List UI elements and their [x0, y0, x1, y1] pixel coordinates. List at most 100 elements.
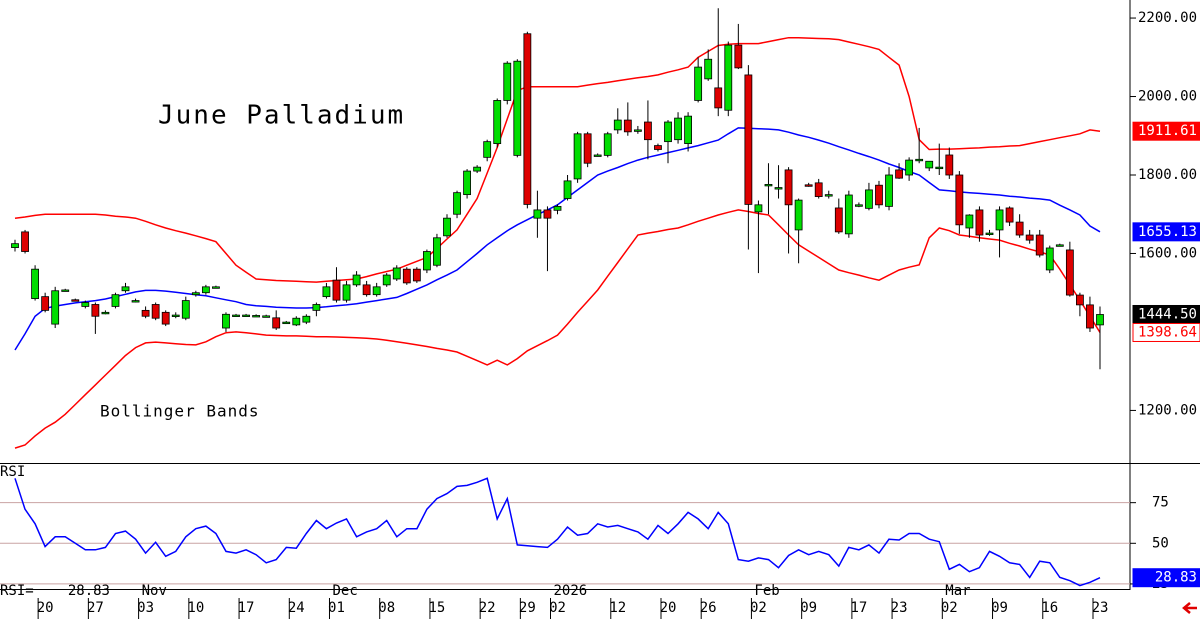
- candle-body: [453, 192, 461, 215]
- candle-body: [141, 309, 150, 317]
- candle-body: [875, 184, 883, 206]
- candle-body: [935, 166, 944, 170]
- candle-body: [513, 60, 522, 156]
- candle-body: [463, 170, 471, 196]
- candle-body: [91, 304, 100, 317]
- candle-body: [975, 209, 984, 236]
- candle-body: [372, 286, 381, 296]
- y-tick-label: 2200.00: [1138, 10, 1197, 26]
- last-close-text: 1444.50: [1138, 306, 1197, 322]
- candle-body: [71, 299, 80, 302]
- candle-body: [1035, 234, 1044, 256]
- candle-body: [483, 141, 492, 158]
- candle-body: [583, 133, 592, 164]
- candle-body: [302, 315, 311, 323]
- candle-body: [644, 121, 652, 141]
- x-tick-label: 10: [187, 600, 204, 616]
- candle-body: [191, 292, 200, 296]
- upper-band-value-text: 1911.61: [1138, 123, 1197, 139]
- candle-body: [613, 119, 622, 131]
- candle-body: [774, 187, 783, 190]
- y-tick-label: 1800.00: [1138, 167, 1197, 183]
- candle-body: [633, 129, 642, 132]
- x-tick-label: 26: [700, 600, 717, 616]
- candle-body: [915, 158, 924, 162]
- candle-body: [714, 87, 723, 109]
- candle-body: [332, 279, 341, 301]
- candle-body: [1086, 304, 1094, 329]
- candle-body: [422, 251, 431, 271]
- x-tick-label: 02: [549, 600, 566, 616]
- scroll-arrow[interactable]: [1182, 602, 1197, 614]
- middle-band-value-box: [1132, 222, 1200, 242]
- x-tick-label: 08: [378, 600, 395, 616]
- candle-body: [573, 133, 582, 180]
- candle-body: [21, 231, 29, 252]
- candle-body: [734, 44, 743, 69]
- candle-body: [543, 209, 552, 219]
- lower-band-value-box: [1132, 322, 1200, 342]
- candle-body: [704, 58, 713, 80]
- x-tick-label: 20: [660, 600, 677, 616]
- candle-body: [654, 145, 662, 150]
- rsi-line: [14, 477, 1101, 587]
- candle-body: [895, 169, 903, 179]
- x-tick-label: 09: [991, 600, 1008, 616]
- x-tick-label: 17: [850, 600, 867, 616]
- candle-body: [232, 314, 240, 317]
- candle-body: [412, 268, 421, 282]
- candle-body: [593, 154, 602, 157]
- x-tick-label: 24: [288, 600, 305, 616]
- candle-body: [212, 286, 220, 289]
- candle-body: [503, 62, 512, 101]
- candle-body: [252, 315, 261, 318]
- bollinger-lower: [14, 209, 1101, 449]
- candle-body: [111, 294, 120, 307]
- rsi-value-box: [1132, 568, 1200, 588]
- candle-body: [1055, 244, 1064, 247]
- candle-body: [814, 182, 823, 197]
- candle-body: [945, 154, 954, 176]
- candle-body: [905, 159, 914, 176]
- candle-body: [754, 204, 763, 213]
- candle-body: [443, 217, 451, 237]
- indicator-label: Bollinger Bands: [100, 402, 260, 421]
- rsi-tick-label: 50: [1152, 535, 1169, 551]
- month-label: Feb: [754, 583, 779, 599]
- rsi-readout-label: RSI=: [0, 583, 34, 599]
- candle-body: [1005, 207, 1014, 223]
- candle-body: [1015, 221, 1024, 236]
- candle-body: [865, 189, 873, 209]
- candle-body: [533, 209, 542, 219]
- candle-body: [51, 290, 60, 325]
- candle-body: [523, 33, 532, 205]
- candle-body: [824, 194, 833, 197]
- x-tick-label: 02: [941, 600, 958, 616]
- y-tick-label: 1600.00: [1138, 245, 1197, 261]
- candle-body: [955, 174, 964, 226]
- x-tick-label: 23: [891, 600, 908, 616]
- candle-body: [292, 317, 301, 326]
- candle-body: [493, 100, 502, 145]
- candle-body: [724, 44, 733, 111]
- candle-body: [1045, 247, 1054, 271]
- candle-body: [854, 204, 863, 207]
- candle-body: [844, 194, 853, 235]
- candle-body: [312, 304, 321, 311]
- candle-body: [433, 237, 441, 266]
- candle-body: [764, 184, 773, 187]
- month-label: Dec: [332, 583, 357, 599]
- candle-body: [322, 286, 331, 298]
- y-tick-label: 1200.00: [1138, 402, 1197, 418]
- x-tick-label: 12: [609, 600, 626, 616]
- x-tick-label: 23: [1092, 600, 1109, 616]
- candle-body: [262, 315, 271, 318]
- x-tick-label: 17: [238, 600, 255, 616]
- candle-body: [473, 166, 482, 172]
- candle-body: [744, 74, 753, 205]
- candle-body: [272, 317, 281, 329]
- candle-body: [995, 209, 1004, 231]
- candle-body: [352, 274, 361, 286]
- candle-body: [784, 169, 793, 206]
